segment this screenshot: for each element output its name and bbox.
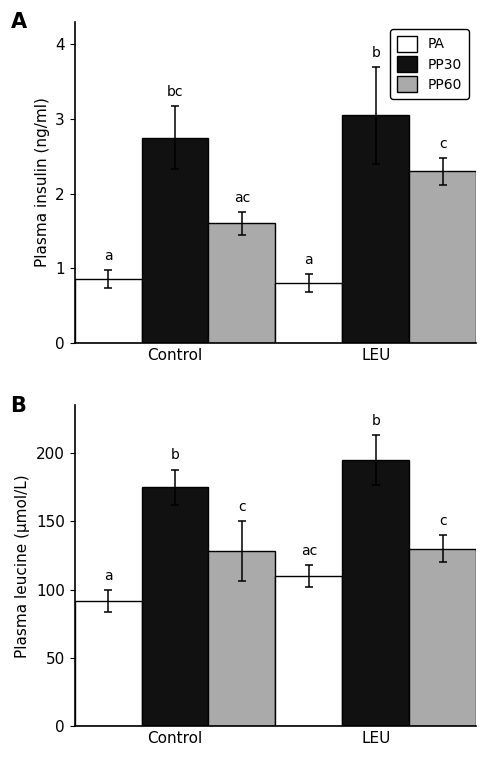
- Bar: [409, 549, 476, 727]
- Text: ac: ac: [234, 191, 250, 205]
- Text: ac: ac: [301, 544, 317, 558]
- Text: a: a: [104, 568, 112, 583]
- Text: a: a: [304, 253, 313, 267]
- Bar: [275, 283, 343, 343]
- Text: b: b: [371, 414, 380, 429]
- Y-axis label: Plasma insulin (ng/ml): Plasma insulin (ng/ml): [35, 97, 49, 268]
- Text: c: c: [439, 137, 446, 150]
- Bar: [74, 280, 142, 343]
- Bar: [275, 576, 343, 727]
- Text: c: c: [238, 500, 246, 515]
- Text: bc: bc: [167, 85, 183, 99]
- Bar: [208, 552, 275, 727]
- Text: b: b: [371, 46, 380, 59]
- Legend: PA, PP30, PP60: PA, PP30, PP60: [391, 29, 469, 99]
- Y-axis label: Plasma leucine (μmol/L): Plasma leucine (μmol/L): [16, 474, 30, 657]
- Text: a: a: [104, 249, 112, 263]
- Bar: [74, 600, 142, 727]
- Bar: [409, 171, 476, 343]
- Bar: [343, 116, 409, 343]
- Text: A: A: [10, 12, 26, 32]
- Bar: [142, 487, 208, 727]
- Text: b: b: [171, 448, 179, 463]
- Text: c: c: [439, 514, 446, 528]
- Bar: [142, 138, 208, 343]
- Text: B: B: [10, 396, 26, 416]
- Bar: [208, 223, 275, 343]
- Bar: [343, 460, 409, 727]
